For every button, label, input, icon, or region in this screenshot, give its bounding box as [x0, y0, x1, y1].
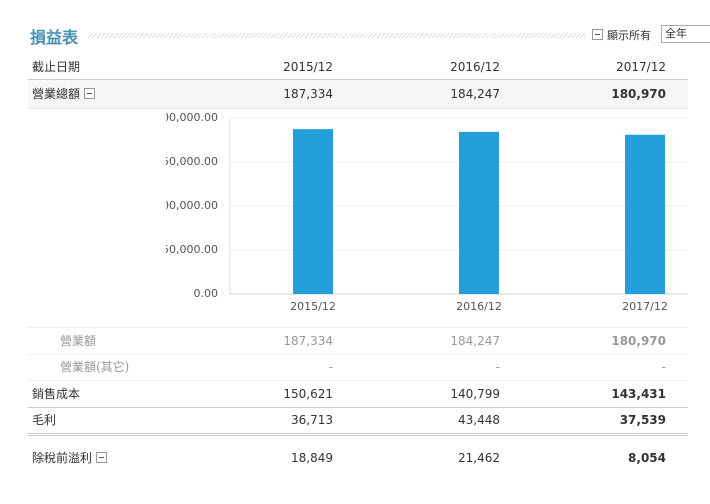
cell: 150,621	[283, 387, 333, 401]
column-header: 截止日期	[32, 60, 81, 74]
cell: -	[661, 360, 666, 374]
row-label: 銷售成本	[32, 387, 81, 401]
row-label: 營業額(其它)	[60, 360, 130, 374]
x-tick-label: 2017/12	[622, 300, 668, 313]
x-tick-label: 2016/12	[456, 300, 502, 313]
show-all[interactable]: 顯示所有	[592, 27, 651, 43]
cell: 21,462	[458, 451, 500, 465]
period-select[interactable]: 全年	[661, 25, 710, 43]
row-label: 毛利	[32, 413, 57, 427]
bar	[625, 134, 665, 294]
section-title: 損益表	[30, 28, 79, 47]
column-header: 2015/12	[283, 60, 333, 74]
cell: 180,970	[611, 87, 666, 101]
table-row: 銷售成本 150,621 140,799 143,431	[28, 381, 688, 408]
y-tick-label: 150,000.00	[155, 155, 218, 168]
bar	[293, 129, 333, 294]
cell: 18,849	[291, 451, 333, 465]
collapse-icon[interactable]	[96, 452, 108, 463]
table-row: 營業額(其它) - - -	[28, 354, 688, 381]
row-label: 除稅前溢利	[32, 445, 108, 471]
cell: 36,713	[291, 413, 333, 427]
table-row: 毛利 36,713 43,448 37,539	[28, 408, 688, 436]
cell: -	[328, 360, 333, 374]
cell: 187,334	[283, 334, 333, 348]
table-row: 營業額 187,334 184,247 180,970	[28, 327, 688, 355]
cell: 143,431	[611, 387, 666, 401]
y-tick-label: 200,000.00	[155, 111, 218, 124]
cell: 187,334	[283, 87, 333, 101]
cell: 37,539	[619, 413, 666, 427]
y-tick-label: 100,000.00	[155, 199, 218, 212]
x-tick-label: 2015/12	[290, 300, 336, 313]
title-rule	[88, 33, 586, 38]
show-all-label: 顯示所有	[607, 29, 651, 42]
column-header: 2017/12	[616, 60, 666, 74]
cell: 184,247	[450, 334, 500, 348]
table-row: 除稅前溢利 18,849 21,462 8,054	[28, 445, 688, 471]
header-row: 截止日期 2015/12 2016/12 2017/12	[28, 56, 688, 80]
table-row: 營業總額 187,334 184,247 180,970	[28, 80, 688, 109]
row-label-text: 除稅前溢利	[32, 451, 93, 465]
y-tick-label: 0.00	[194, 287, 219, 300]
bar	[459, 131, 499, 294]
cell: 140,799	[450, 387, 500, 401]
cell: 184,247	[450, 87, 500, 101]
row-label-text: 營業總額	[32, 87, 81, 101]
cell: -	[495, 360, 500, 374]
collapse-icon[interactable]	[84, 88, 96, 99]
column-header: 2016/12	[450, 60, 500, 74]
chart: 0.00 50,000.00 100,000.00 150,000.00 200,000…	[155, 111, 688, 313]
y-tick-label: 50,000.00	[162, 243, 218, 256]
row-label: 營業額	[60, 334, 97, 348]
cell: 8,054	[628, 451, 666, 465]
cell: 43,448	[458, 413, 500, 427]
row-label: 營業總額	[32, 80, 96, 108]
cell: 180,970	[611, 334, 666, 348]
